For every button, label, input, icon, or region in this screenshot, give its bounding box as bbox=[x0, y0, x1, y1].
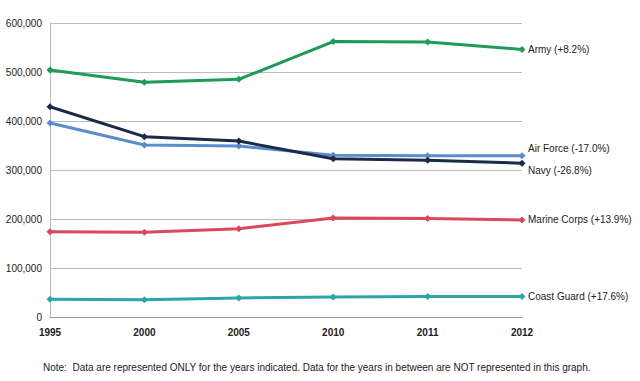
svg-text:2010: 2010 bbox=[322, 327, 345, 338]
svg-text:0: 0 bbox=[36, 312, 42, 323]
svg-text:2012: 2012 bbox=[511, 327, 534, 338]
svg-text:200,000: 200,000 bbox=[6, 214, 43, 225]
svg-text:Note: Data are represented ON: Note: Data are represented ONLY for the … bbox=[43, 362, 591, 373]
svg-text:300,000: 300,000 bbox=[6, 165, 43, 176]
svg-text:1995: 1995 bbox=[39, 327, 62, 338]
svg-text:400,000: 400,000 bbox=[6, 116, 43, 127]
svg-text:Army (+8.2%): Army (+8.2%) bbox=[528, 44, 589, 55]
svg-text:Air Force (-17.0%): Air Force (-17.0%) bbox=[528, 143, 610, 154]
svg-text:Navy (-26.8%): Navy (-26.8%) bbox=[528, 165, 592, 176]
svg-text:2005: 2005 bbox=[228, 327, 251, 338]
svg-text:Marine Corps (+13.9%): Marine Corps (+13.9%) bbox=[528, 214, 632, 225]
svg-text:2011: 2011 bbox=[417, 327, 439, 338]
svg-text:Coast Guard (+17.6%): Coast Guard (+17.6%) bbox=[528, 291, 628, 302]
svg-text:2000: 2000 bbox=[133, 327, 156, 338]
svg-text:100,000: 100,000 bbox=[6, 263, 43, 274]
svg-text:500,000: 500,000 bbox=[6, 67, 43, 78]
svg-text:600,000: 600,000 bbox=[6, 18, 43, 29]
